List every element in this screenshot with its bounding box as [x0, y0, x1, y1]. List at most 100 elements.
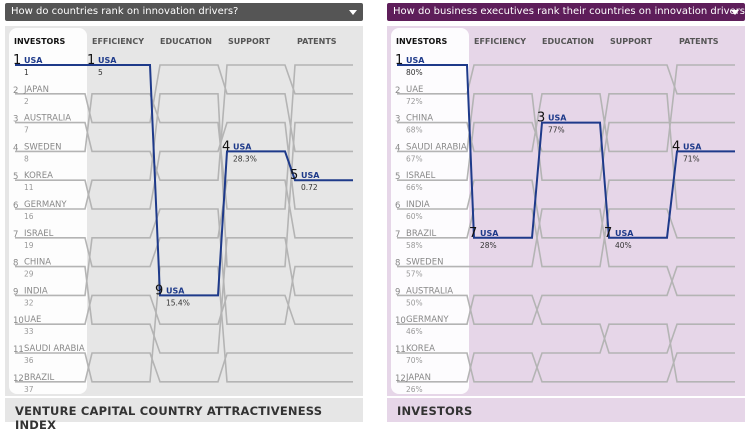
series-line [397, 93, 735, 181]
rank-number: 5 [13, 172, 18, 182]
series-line [15, 237, 353, 354]
country-value: 70% [406, 356, 423, 365]
rank-number: 11 [13, 345, 24, 355]
country-value: 67% [406, 154, 423, 163]
highlight-line [15, 64, 353, 297]
column-header-patents[interactable]: PATENTS [679, 37, 719, 46]
country-value: 19 [24, 241, 34, 250]
rank-number: 12 [13, 374, 24, 384]
column-header-patents[interactable]: PATENTS [297, 37, 337, 46]
country-value: 66% [406, 183, 423, 192]
highlight-line [397, 64, 735, 239]
country-label: GERMANY [24, 200, 67, 210]
country-value: 11 [24, 183, 34, 192]
country-value: 58% [406, 241, 423, 250]
rank-number: 11 [395, 345, 406, 355]
innovation-drivers-dropdown[interactable]: How do countries rank on innovation driv… [5, 3, 363, 21]
series-line [397, 179, 735, 239]
highlight-rank: 1 [13, 53, 21, 68]
column-header-education[interactable]: EDUCATION [542, 37, 594, 46]
series-line [15, 208, 353, 325]
series-line [15, 64, 353, 181]
highlight-country: USA [615, 229, 634, 238]
highlight-value: 71% [683, 154, 700, 163]
rank-number: 6 [13, 201, 18, 211]
highlight-country: USA [233, 142, 252, 151]
bump-chart: INVESTORS EFFICIENCY EDUCATION SUPPORT PATEN… [391, 28, 735, 394]
country-label: INDIA [24, 286, 48, 296]
highlight-rank: 4 [222, 139, 230, 154]
highlight-country: USA [24, 56, 43, 65]
country-value: 57% [406, 270, 423, 279]
country-value: 72% [406, 97, 423, 106]
highlight-value: 1 [24, 68, 29, 77]
series-line [397, 208, 735, 268]
executives-dropdown[interactable]: How do business executives rank their co… [387, 3, 745, 21]
country-label: INDIA [406, 200, 430, 210]
country-label: CHINA [406, 114, 433, 124]
rank-number: 8 [395, 259, 400, 269]
country-label: AUSTRALIA [24, 114, 71, 124]
rank-number: 10 [395, 316, 406, 326]
selected-column-box [9, 28, 87, 394]
country-label: GERMANY [406, 315, 449, 325]
country-label: SAUDI ARABIA [406, 142, 467, 152]
highlight-value: 77% [548, 126, 565, 135]
country-value: 37 [24, 385, 34, 394]
country-value: 50% [406, 298, 423, 307]
country-value: 33 [24, 327, 34, 336]
column-header-investors[interactable]: INVESTORS [396, 37, 448, 46]
column-header-efficiency[interactable]: EFFICIENCY [92, 37, 144, 46]
highlight-value: 5 [98, 68, 103, 77]
series-line [15, 179, 353, 268]
rank-number: 4 [13, 143, 18, 153]
highlight-value: 15.4% [166, 298, 190, 307]
chevron-down-icon [731, 10, 739, 15]
right-panel: How do business executives rank their co… [387, 0, 749, 422]
highlight-value: 28% [480, 241, 497, 250]
rank-number: 8 [13, 259, 18, 269]
country-label: UAE [24, 315, 41, 325]
rank-number: 5 [395, 172, 400, 182]
rank-number: 7 [395, 230, 400, 240]
column-header-education[interactable]: EDUCATION [160, 37, 212, 46]
highlight-country: USA [98, 56, 117, 65]
rank-number: 12 [395, 374, 406, 384]
country-value: 46% [406, 327, 423, 336]
highlight-value: 0.72 [301, 183, 318, 192]
dropdown-label: How do business executives rank their co… [393, 6, 745, 17]
country-value: 2 [24, 97, 29, 106]
country-label: AUSTRALIA [406, 286, 453, 296]
footer-title: VENTURE CAPITAL COUNTRY ATTRACTIVENESS I… [15, 404, 323, 432]
country-value: 7 [24, 126, 29, 135]
series-line [397, 64, 735, 95]
rank-number: 3 [13, 115, 18, 125]
country-label: SWEDEN [406, 258, 443, 268]
highlight-value: 28.3% [233, 154, 257, 163]
country-value: 36 [24, 356, 34, 365]
footer-bar [387, 398, 745, 422]
highlight-rank: 7 [469, 226, 477, 241]
footer-title: INVESTORS [397, 404, 473, 418]
selected-column-box [391, 28, 469, 394]
rank-number: 4 [395, 143, 400, 153]
country-value: 68% [406, 126, 423, 135]
column-header-support[interactable]: SUPPORT [228, 37, 271, 46]
rank-number: 7 [13, 230, 18, 240]
rank-number: 9 [13, 287, 18, 297]
column-header-investors[interactable]: INVESTORS [14, 37, 66, 46]
country-value: 26% [406, 385, 423, 394]
country-label: SAUDI ARABIA [24, 344, 85, 354]
series-line [15, 64, 353, 153]
country-label: JAPAN [405, 373, 431, 383]
series-line [15, 294, 353, 325]
country-label: BRAZIL [406, 229, 437, 239]
country-label: CHINA [24, 258, 51, 268]
highlight-value: 40% [615, 241, 632, 250]
column-header-efficiency[interactable]: EFFICIENCY [474, 37, 526, 46]
highlight-rank: 1 [395, 53, 403, 68]
country-value: 60% [406, 212, 423, 221]
highlight-country: USA [406, 56, 425, 65]
column-header-support[interactable]: SUPPORT [610, 37, 653, 46]
country-label: UAE [406, 85, 423, 95]
